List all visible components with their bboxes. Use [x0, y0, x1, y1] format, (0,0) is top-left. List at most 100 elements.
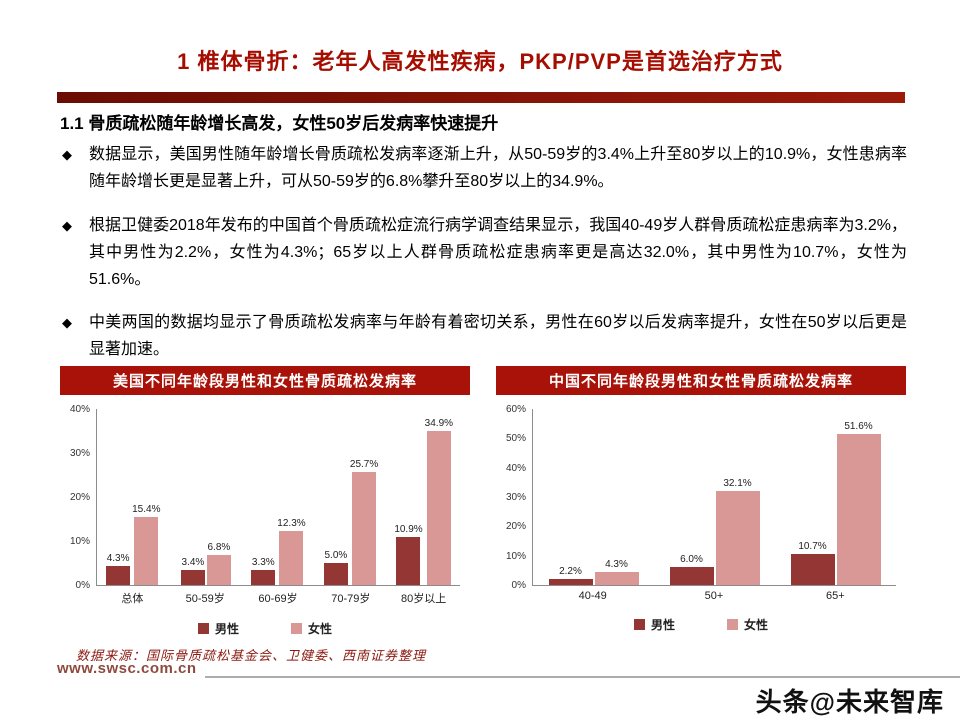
- bar-value-label: 4.3%: [106, 553, 130, 565]
- bar-group: 6.0% 32.1%: [654, 409, 775, 585]
- bar-group: 3.4% 6.8%: [170, 409, 243, 585]
- bar-value-label: 34.9%: [424, 418, 454, 430]
- legend-item: 女性: [727, 616, 768, 633]
- bullet-item: ◆ 根据卫健委2018年发布的中国首个骨质疏松症流行病学调查结果显示，我国40-4…: [62, 213, 907, 294]
- x-axis-label: 总体: [121, 593, 144, 605]
- bar-group: 4.3% 15.4%: [97, 409, 170, 585]
- bar-column: 6.0%: [669, 409, 714, 585]
- legend-item: 女性: [291, 620, 332, 637]
- legend-swatch: [633, 619, 645, 630]
- x-axis-labels: 40-49 50+ 65+: [532, 590, 896, 602]
- bar-column: 51.6%: [836, 409, 881, 585]
- bar-女性: [426, 431, 451, 585]
- x-axis-label: 60-69岁: [258, 593, 298, 605]
- bar-column: 5.0%: [323, 409, 348, 585]
- bar-女性: [594, 572, 639, 585]
- bar-value-label: 10.9%: [394, 524, 423, 536]
- page-title: 1 椎体骨折：老年人高发性疾病，PKP/PVP是首选治疗方式: [177, 49, 783, 74]
- bar-男性: [548, 578, 593, 585]
- x-axis-label: 40-49: [578, 590, 607, 602]
- website-url: www.swsc.com.cn: [57, 660, 197, 677]
- legend-swatch: [291, 623, 302, 634]
- y-tick-label: 10%: [505, 550, 526, 562]
- bar-group: 2.2% 4.3%: [533, 409, 654, 585]
- bar-value-label: 25.7%: [349, 458, 379, 470]
- plot-area: 2.2% 4.3% 6.0% 32.1% 10.7% 51.6%: [532, 409, 896, 586]
- x-axis-label: 80岁以上: [400, 593, 447, 605]
- bar-column: 2.2%: [548, 409, 593, 585]
- x-axis-label: 50-59岁: [185, 593, 225, 605]
- y-axis: 0% 10% 20% 30% 40% 50% 60%: [496, 404, 532, 591]
- bar-value-label: 15.4%: [132, 504, 161, 516]
- y-tick-label: 0%: [75, 580, 90, 591]
- plot-wrap: 4.3% 15.4% 3.4% 6.8% 3.3% 12.3% 5.0% 25.7% 10.9%…: [96, 409, 470, 606]
- y-tick-label: 30%: [69, 448, 90, 459]
- legend-label: 女性: [308, 622, 333, 636]
- bar-男性: [180, 570, 205, 585]
- x-axis-label: 65+: [825, 590, 845, 602]
- plot-area: 4.3% 15.4% 3.4% 6.8% 3.3% 12.3% 5.0% 25.7% 10.9%…: [96, 409, 460, 586]
- bar-group: 5.0% 25.7%: [315, 409, 388, 585]
- bar-column: 4.3%: [594, 409, 639, 585]
- y-tick-label: 10%: [69, 536, 90, 547]
- bar-column: 15.4%: [132, 409, 160, 585]
- bar-value-label: 32.1%: [723, 477, 752, 489]
- legend-label: 女性: [744, 618, 769, 632]
- bar-column: 4.3%: [106, 409, 131, 585]
- bar-男性: [251, 570, 276, 585]
- bar-value-label: 2.2%: [559, 565, 582, 577]
- legend-item: 男性: [633, 616, 675, 633]
- watermark-text: 头条@未来智库: [755, 687, 944, 717]
- bullet-text: 中美两国的数据均显示了骨质疏松发病率与年龄有着密切关系，男性在60岁以后发病率提…: [89, 314, 907, 359]
- y-tick-label: 60%: [505, 404, 526, 415]
- footer-divider: [205, 676, 960, 678]
- chart-title-us: 美国不同年龄段男性和女性骨质疏松发病率: [60, 366, 470, 395]
- bar-value-label: 5.0%: [324, 550, 348, 561]
- bullet-diamond-icon: ◆: [62, 147, 72, 162]
- bar-女性: [715, 490, 760, 585]
- legend-item: 男性: [197, 620, 239, 637]
- bar-value-label: 10.7%: [798, 540, 827, 552]
- y-tick-label: 40%: [505, 462, 526, 474]
- bullet-text: 数据显示，美国男性随年龄增长骨质疏松发病率逐渐上升，从50-59岁的3.4%上升…: [89, 146, 907, 190]
- bar-column: 10.7%: [790, 409, 835, 585]
- legend-label: 男性: [214, 622, 239, 636]
- y-tick-label: 20%: [69, 492, 90, 503]
- x-axis-labels: 总体 50-59岁 60-69岁 70-79岁 80岁以上: [96, 590, 460, 606]
- bullet-item: ◆ 中美两国的数据均显示了骨质疏松发病率与年龄有着密切关系，男性在60岁以后发病率…: [62, 310, 907, 364]
- bar-女性: [134, 517, 159, 585]
- legend: 男性 女性: [60, 620, 470, 637]
- legend-swatch: [197, 623, 209, 634]
- chart-title-china: 中国不同年龄段男性和女性骨质疏松发病率: [496, 366, 906, 395]
- bar-女性: [206, 555, 231, 585]
- bar-男性: [790, 553, 835, 585]
- bullet-text: 根据卫健委2018年发布的中国首个骨质疏松症流行病学调查结果显示，我国40-49…: [89, 216, 907, 288]
- legend: 男性 女性: [496, 616, 906, 633]
- y-tick-label: 50%: [505, 433, 526, 445]
- data-source-note: 数据来源：国际骨质疏松基金会、卫健委、西南证券整理: [76, 648, 427, 663]
- title-divider-bar: [57, 92, 905, 103]
- bar-column: 25.7%: [350, 409, 378, 585]
- bar-value-label: 6.8%: [207, 542, 231, 554]
- plot-wrap: 2.2% 4.3% 6.0% 32.1% 10.7% 51.6% 40-49 50+ 65+: [532, 409, 906, 602]
- bar-value-label: 3.4%: [181, 557, 205, 569]
- bar-女性: [352, 471, 377, 585]
- y-tick-label: 0%: [511, 580, 526, 591]
- bar-column: 6.8%: [206, 409, 231, 585]
- bullet-list: ◆ 数据显示，美国男性随年龄增长骨质疏松发病率逐渐上升，从50-59岁的3.4%上…: [62, 142, 907, 364]
- chart-panel-us: 美国不同年龄段男性和女性骨质疏松发病率 0% 10% 20% 30% 40% 4.3% 1…: [60, 366, 470, 637]
- bullet-item: ◆ 数据显示，美国男性随年龄增长骨质疏松发病率逐渐上升，从50-59岁的3.4%上…: [62, 142, 907, 196]
- bar-男性: [396, 537, 421, 585]
- bar-column: 32.1%: [715, 409, 760, 585]
- bar-value-label: 51.6%: [844, 420, 873, 432]
- y-tick-label: 20%: [505, 521, 526, 533]
- bar-男性: [669, 567, 714, 585]
- bar-column: 10.9%: [394, 409, 423, 585]
- bar-女性: [836, 433, 881, 585]
- x-axis-label: 70-79岁: [331, 593, 371, 605]
- bar-value-label: 12.3%: [277, 517, 306, 529]
- chart-body: 0% 10% 20% 30% 40% 50% 60% 2.2% 4.3% 6.0% 32.1% 10…: [496, 395, 906, 602]
- bar-column: 3.3%: [251, 409, 276, 585]
- y-axis: 0% 10% 20% 30% 40%: [60, 404, 96, 591]
- y-tick-label: 30%: [505, 492, 526, 503]
